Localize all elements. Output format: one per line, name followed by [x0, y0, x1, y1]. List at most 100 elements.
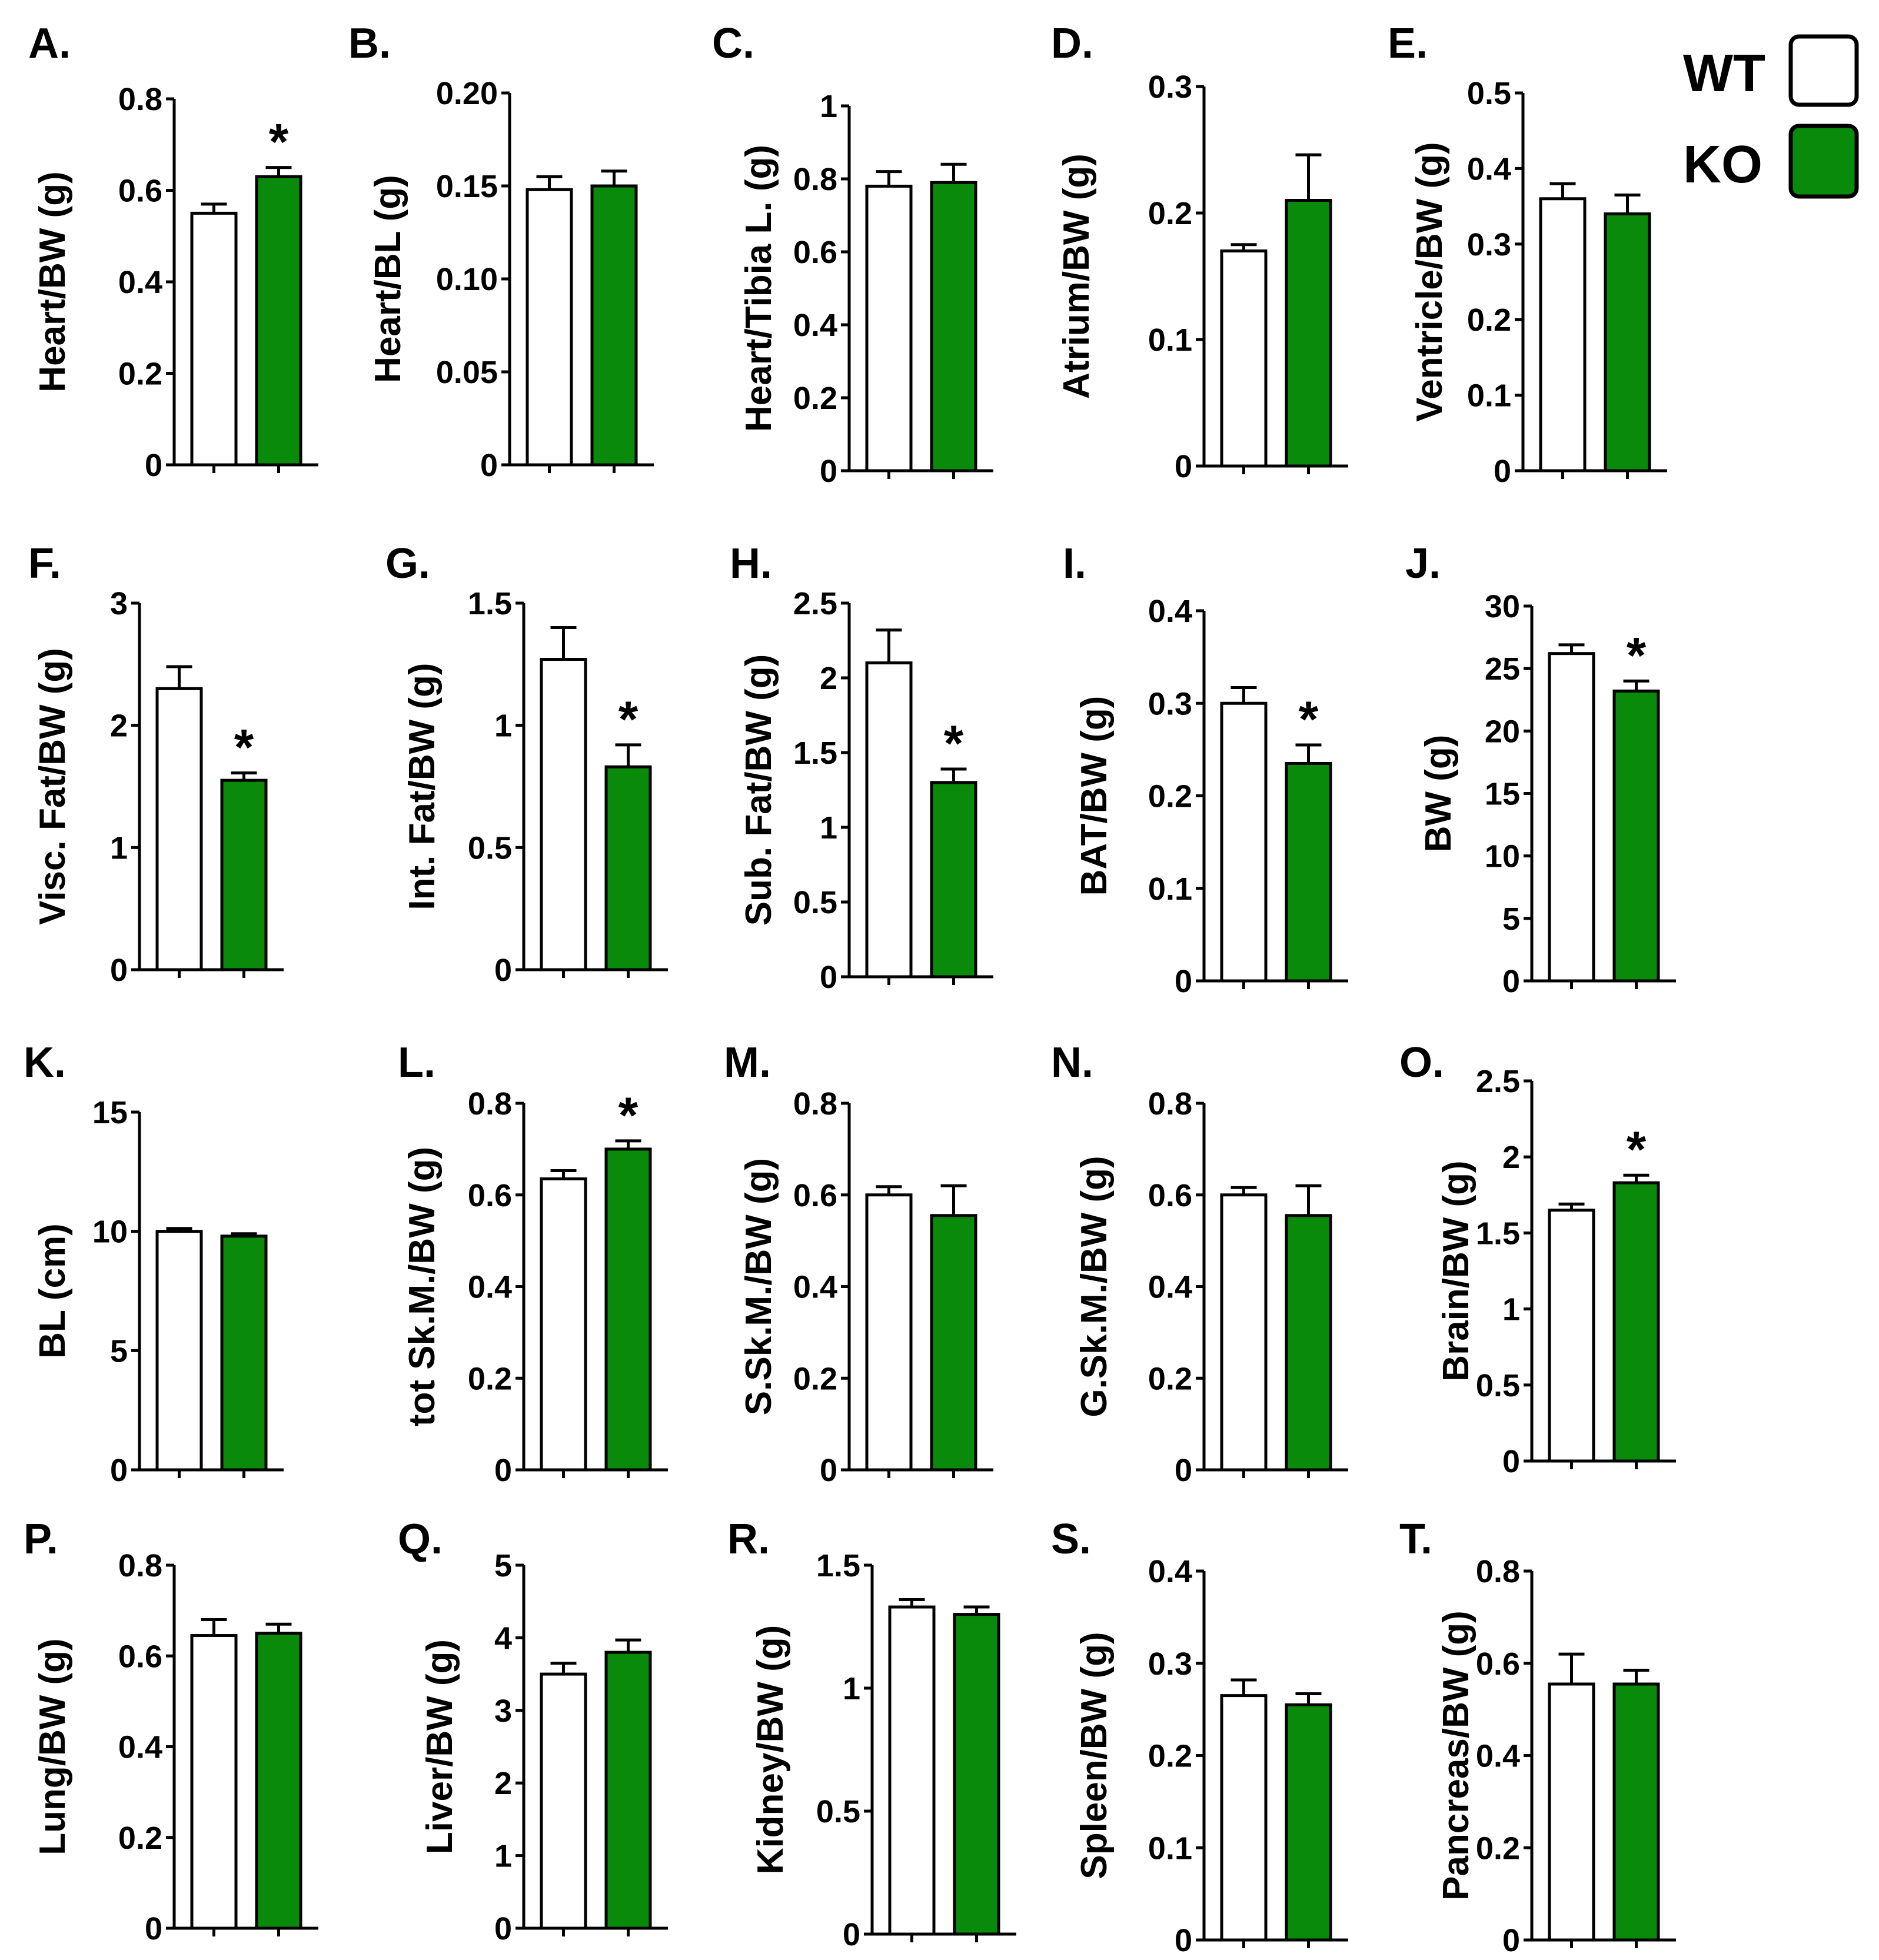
- bar-ko: [220, 1234, 268, 1472]
- panel-f: F. Visc. Fat/BW (g) 0 1 2 3 *: [28, 540, 284, 988]
- panel-letter: G.: [385, 540, 430, 587]
- y-tick-label: 10: [1485, 839, 1520, 874]
- y-tick-label: 0.4: [118, 1730, 162, 1765]
- y-tick-label: 2: [1502, 1140, 1520, 1175]
- bar-wt: [155, 1230, 203, 1472]
- y-tick-label: 0.6: [118, 174, 162, 209]
- y-tick-label: 0: [820, 454, 837, 489]
- significance-star: *: [234, 720, 254, 776]
- y-tick-label: 0.3: [1148, 69, 1192, 105]
- y-axis-title: Pancreas/BW (g): [1436, 1610, 1476, 1901]
- panel-p: P. Lung/BW (g) 0 0.2 0.4 0.6 0.8: [24, 1516, 318, 1946]
- y-tick-label: 0.4: [118, 265, 162, 300]
- y-tick-label: 0: [820, 1453, 837, 1488]
- panel-letter: T.: [1399, 1516, 1432, 1563]
- y-tick-label: 0: [1502, 1923, 1520, 1958]
- panel-a: A. Heart/BW (g) 0 0.2 0.4 0.6 0.8 *: [28, 20, 318, 483]
- y-tick-label: 0.8: [793, 1086, 837, 1122]
- y-tick-label: 0: [1502, 964, 1520, 999]
- y-axis-title: Sub. Fat/BW (g): [739, 654, 779, 926]
- y-tick-label: 20: [1485, 714, 1520, 749]
- significance-star: *: [1627, 627, 1647, 684]
- y-tick-label: 1: [110, 830, 128, 866]
- y-tick-label: 3: [110, 586, 128, 621]
- y-tick-label: 0.4: [793, 1270, 837, 1305]
- bar-ko: [590, 184, 638, 467]
- y-tick-label: 4: [494, 1620, 512, 1656]
- y-axis-title: Heart/BL (g): [368, 175, 408, 383]
- bar-ko: [604, 1650, 652, 1930]
- y-tick-label: 1: [494, 1839, 512, 1874]
- y-tick-label: 0: [494, 953, 512, 988]
- bar-wt: [865, 661, 913, 979]
- y-tick-label: 0.4: [1148, 1270, 1192, 1305]
- y-tick-label: 0: [1175, 964, 1192, 999]
- bar-wt: [540, 1672, 587, 1930]
- y-tick-label: 0.1: [1148, 1831, 1192, 1866]
- y-tick-label: 1.5: [468, 586, 512, 621]
- bar-ko: [604, 1147, 652, 1472]
- bar-ko: [604, 765, 652, 971]
- y-tick-label: 0: [494, 1911, 512, 1946]
- y-tick-label: 0: [1175, 1453, 1192, 1488]
- panel-letter: D.: [1051, 20, 1093, 67]
- bar-wt: [1220, 249, 1268, 468]
- y-tick-label: 0.6: [1148, 1178, 1192, 1213]
- legend-swatch-ko: [1788, 124, 1859, 199]
- y-tick-label: 0: [1494, 454, 1511, 489]
- y-tick-label: 0.8: [1148, 1086, 1192, 1122]
- panel-letter: S.: [1051, 1516, 1091, 1563]
- y-axis-title: Heart/Tibia L. (g): [739, 145, 779, 432]
- y-tick-label: 0.4: [1467, 151, 1511, 187]
- y-axis-title: Brain/BW (g): [1436, 1160, 1476, 1381]
- y-tick-label: 1.5: [816, 1548, 860, 1583]
- bar-ko: [1285, 199, 1332, 468]
- bar-wt: [1220, 1193, 1268, 1472]
- bar-ko: [1612, 1682, 1660, 1942]
- panel-letter: O.: [1399, 1039, 1444, 1086]
- y-tick-label: 0: [1175, 449, 1192, 484]
- y-tick-label: 0.8: [1476, 1554, 1520, 1589]
- panel-letter: N.: [1051, 1039, 1093, 1086]
- y-tick-label: 0.4: [1148, 1554, 1192, 1589]
- legend-swatch-wt: [1788, 34, 1859, 107]
- y-tick-label: 15: [1485, 777, 1520, 812]
- y-axis-title: Atrium/BW (g): [1056, 154, 1097, 399]
- y-tick-label: 25: [1485, 651, 1520, 687]
- y-tick-label: 0.8: [793, 162, 837, 197]
- y-tick-label: 0.2: [118, 1821, 162, 1856]
- y-tick-label: 0.3: [1148, 686, 1192, 721]
- bar-ko: [1612, 689, 1660, 983]
- y-tick-label: 0.5: [1467, 76, 1511, 111]
- y-axis-title: Visc. Fat/BW (g): [32, 648, 73, 925]
- y-tick-label: 1.5: [793, 736, 837, 771]
- y-tick-label: 0.2: [1476, 1831, 1520, 1866]
- panel-b: B. Heart/BL (g) 0 0.05 0.10 0.15 0.20: [348, 20, 654, 483]
- bar-wt: [1548, 1682, 1595, 1942]
- significance-star: *: [618, 1087, 638, 1144]
- y-tick-label: 15: [92, 1095, 128, 1130]
- panel-r: R. Kidney/BW (g) 0 0.5 1 1.5: [727, 1516, 1016, 1952]
- panel-s: S. Spleen/BW (g) 0 0.1 0.2 0.3 0.4: [1051, 1516, 1348, 1958]
- y-tick-label: 0.10: [436, 262, 498, 297]
- panel-k: K. BL (cm) 0 5 10 15: [24, 1039, 284, 1488]
- panel-t: T. Pancreas/BW (g) 0 0.2 0.4 0.6 0.8: [1399, 1516, 1676, 1958]
- y-axis-title: BAT/BW (g): [1074, 696, 1115, 896]
- bar-ko: [1285, 761, 1332, 983]
- y-tick-label: 0.8: [468, 1086, 512, 1122]
- y-tick-label: 0: [494, 1453, 512, 1488]
- y-axis-title: G.Sk.M./BW (g): [1074, 1156, 1115, 1417]
- bar-wt: [1220, 701, 1268, 983]
- panel-l: L. tot Sk.M./BW (g) 0 0.2 0.4 0.6 0.8 *: [398, 1039, 668, 1488]
- y-tick-label: 0: [145, 448, 162, 483]
- panel-letter: F.: [28, 540, 61, 587]
- y-tick-label: 0: [480, 448, 498, 483]
- y-tick-label: 5: [1502, 901, 1520, 937]
- bar-ko: [255, 1632, 302, 1930]
- y-tick-label: 0.6: [793, 1178, 837, 1213]
- y-tick-label: 0.4: [468, 1270, 512, 1305]
- significance-star: *: [944, 716, 964, 772]
- significance-star: *: [1299, 691, 1319, 748]
- legend: WT KO: [1683, 34, 1859, 199]
- y-tick-label: 0.5: [468, 830, 512, 866]
